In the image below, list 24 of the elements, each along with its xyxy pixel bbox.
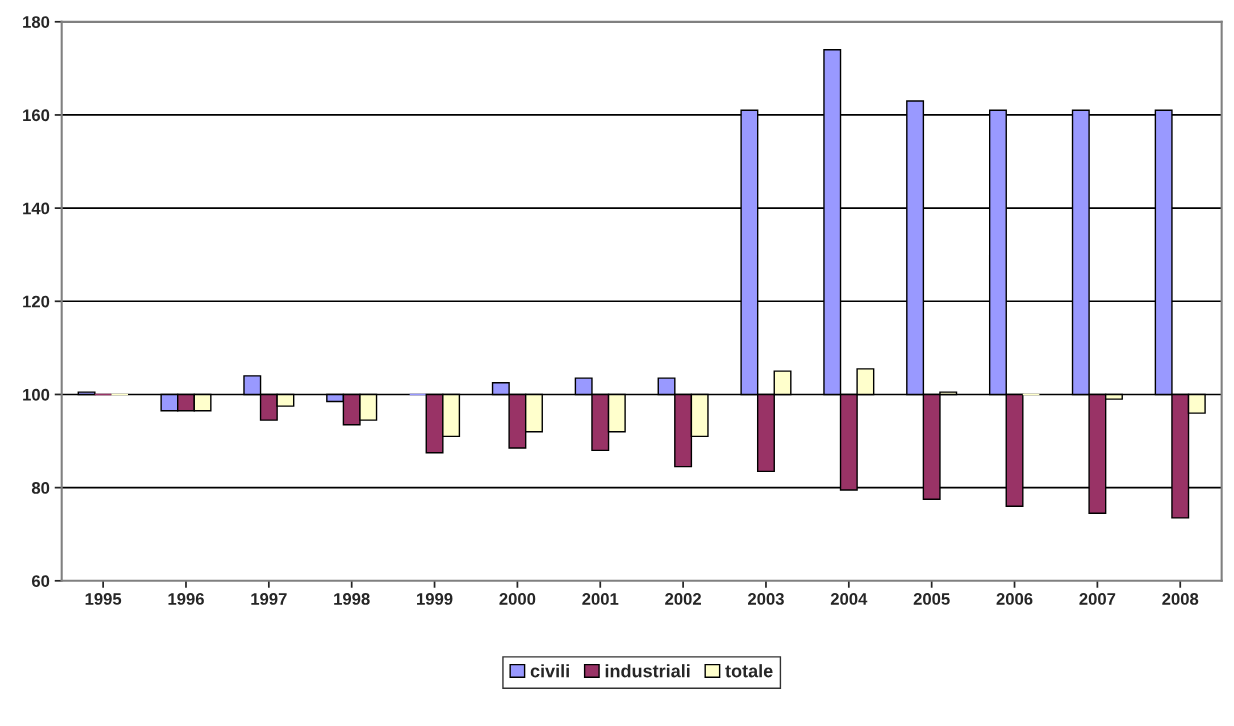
legend-label: civili	[530, 664, 569, 678]
x-tick-label: 1995	[85, 593, 122, 605]
x-tick-label: 1998	[334, 593, 370, 605]
y-tick-label: 60	[31, 575, 50, 587]
x-tick-label: 2005	[913, 593, 950, 605]
legend-label: totale	[725, 664, 773, 678]
x-tick-label: 1997	[251, 593, 287, 605]
y-tick-label: 100	[23, 388, 50, 401]
y-tick-label: 180	[23, 16, 50, 28]
x-tick-label: 2000	[499, 593, 536, 605]
x-tick-label: 2001	[582, 593, 619, 605]
y-tick-label: 160	[23, 109, 50, 122]
y-tick-label: 80	[31, 482, 50, 494]
x-tick-label: 2007	[1079, 593, 1116, 605]
x-tick-label: 2002	[665, 593, 701, 605]
y-tick-label: 140	[23, 202, 50, 215]
x-tick-label: 2006	[996, 593, 1033, 605]
x-tick-label: 2003	[748, 593, 784, 605]
x-tick-label: 2008	[1162, 593, 1199, 605]
legend-label: industriali	[605, 664, 690, 678]
x-tick-label: 1999	[417, 593, 453, 605]
x-tick-label: 2004	[830, 593, 868, 605]
y-tick-label: 120	[23, 295, 50, 308]
x-tick-label: 1996	[168, 593, 204, 605]
